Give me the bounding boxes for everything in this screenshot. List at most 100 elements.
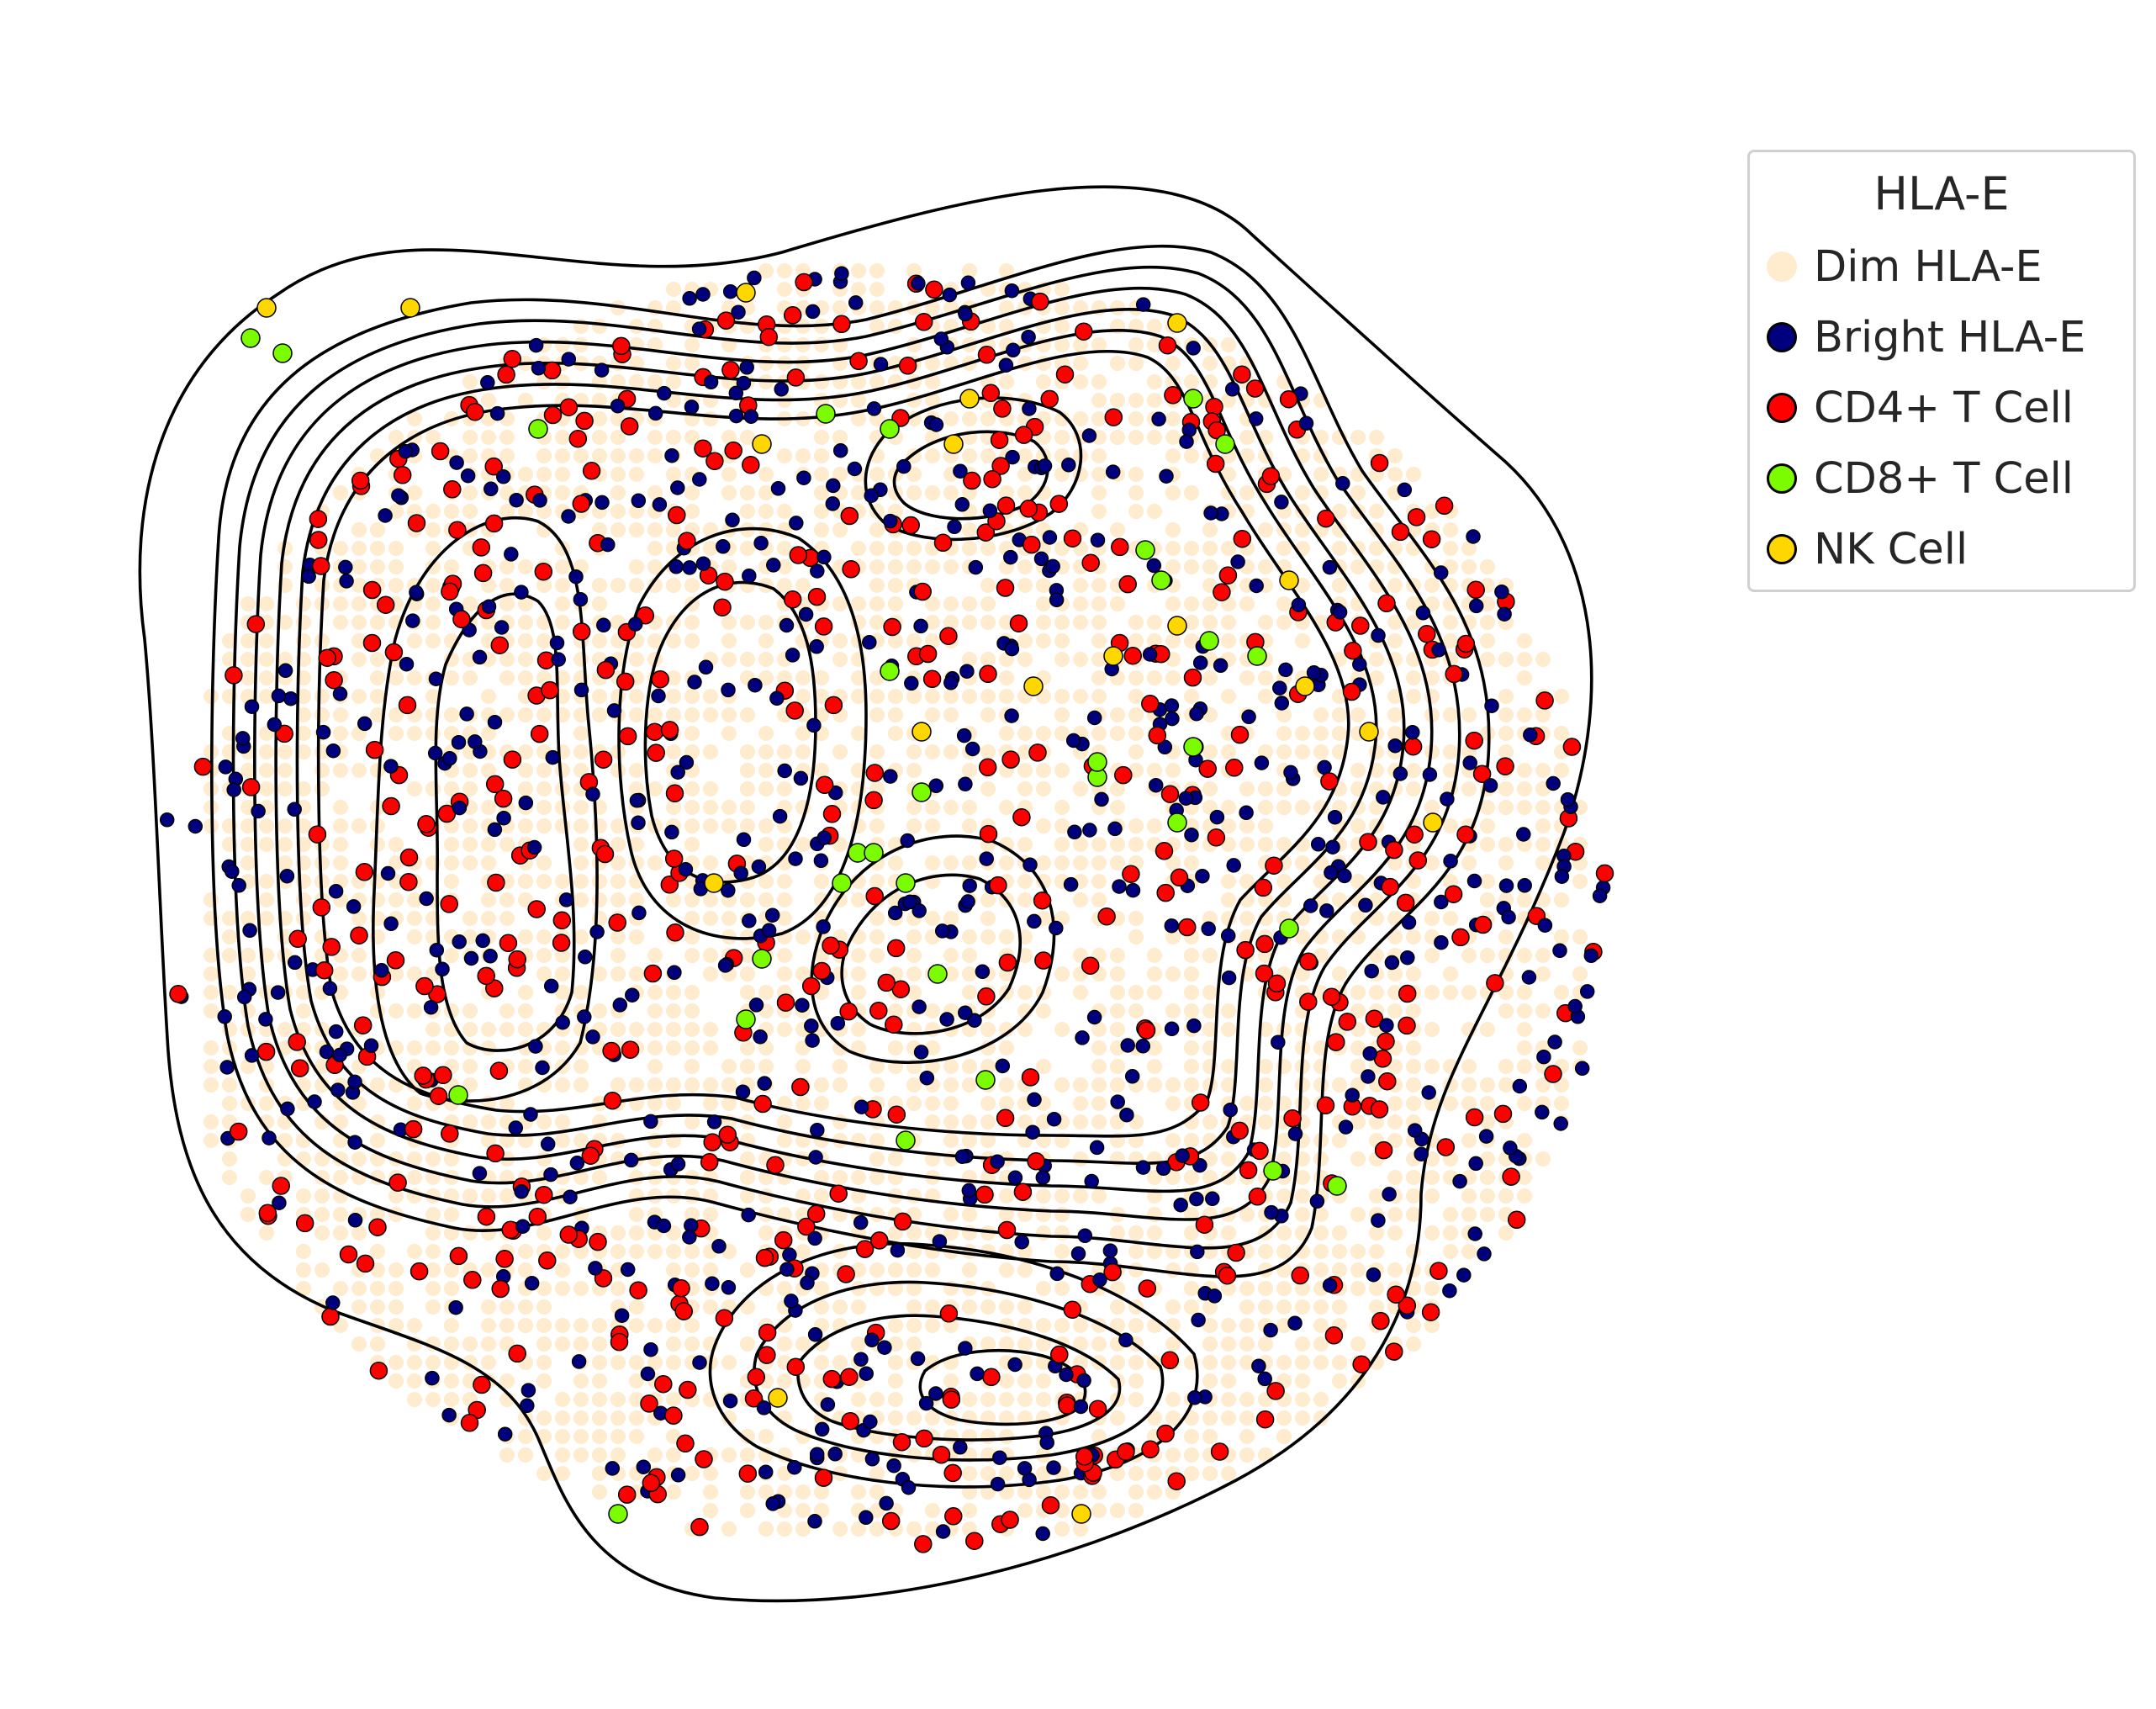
dim-hla-e-point	[721, 911, 737, 926]
dim-hla-e-point	[703, 855, 718, 870]
bright-hla-e-point	[1027, 1092, 1042, 1108]
cd4-t-cell-point	[528, 1207, 547, 1226]
dim-hla-e-point	[1517, 707, 1532, 722]
dim-hla-e-point	[962, 1207, 977, 1222]
dim-hla-e-point	[684, 1040, 700, 1056]
dim-hla-e-point	[906, 800, 922, 815]
dim-hla-e-point	[1184, 1466, 1199, 1481]
nk-cell-point	[768, 1388, 788, 1408]
dim-hla-e-point	[1517, 1170, 1532, 1185]
dim-hla-e-point	[296, 707, 311, 722]
dim-hla-e-point	[1424, 1225, 1440, 1241]
dim-hla-e-point	[999, 726, 1014, 741]
dim-hla-e-point	[1073, 1521, 1088, 1537]
dim-hla-e-point	[721, 633, 737, 648]
dim-hla-e-point	[703, 1484, 718, 1500]
bright-hla-e-point	[244, 699, 260, 714]
dim-hla-e-point	[277, 1151, 293, 1167]
bright-hla-e-point	[1179, 434, 1194, 449]
bright-hla-e-point	[330, 1082, 346, 1098]
dim-hla-e-point	[536, 948, 552, 963]
dim-hla-e-point	[536, 966, 552, 981]
cd4-t-cell-point	[617, 1485, 637, 1504]
dim-hla-e-point	[814, 1299, 829, 1315]
dim-hla-e-point	[1221, 1373, 1236, 1389]
dim-hla-e-point	[1498, 781, 1514, 796]
dim-hla-e-point	[832, 522, 848, 537]
dim-hla-e-point	[740, 985, 755, 1000]
dim-hla-e-point	[1239, 781, 1255, 796]
cd4-t-cell-point	[776, 993, 795, 1012]
cd8-t-cell-point	[1135, 540, 1155, 560]
bright-hla-e-point	[1220, 928, 1236, 944]
dim-hla-e-point	[1424, 911, 1440, 926]
dim-hla-e-point	[925, 633, 940, 648]
bright-hla-e-point	[347, 1135, 362, 1150]
dim-hla-e-point	[592, 818, 607, 833]
dim-hla-e-point	[740, 504, 755, 519]
dim-hla-e-point	[1424, 1170, 1440, 1185]
dim-hla-e-point	[1091, 726, 1107, 741]
bright-hla-e-point	[452, 800, 468, 816]
dim-hla-e-point	[703, 966, 718, 981]
dim-hla-e-point	[1406, 929, 1421, 944]
dim-hla-e-point	[1313, 1318, 1329, 1333]
dim-hla-e-point	[888, 1281, 903, 1296]
dim-hla-e-point	[1258, 1281, 1273, 1296]
bright-hla-e-point	[808, 1150, 823, 1165]
dim-hla-e-point	[647, 1040, 663, 1056]
cd4-t-cell-point	[1283, 1108, 1302, 1128]
dim-hla-e-point	[444, 707, 459, 722]
dim-hla-e-point	[351, 911, 367, 926]
bright-hla-e-point	[742, 913, 757, 929]
dim-hla-e-point	[888, 596, 903, 611]
dim-hla-e-point	[444, 1262, 459, 1278]
dim-hla-e-point	[1017, 1336, 1033, 1352]
dim-hla-e-point	[943, 966, 959, 981]
dim-hla-e-point	[518, 1022, 533, 1037]
dim-hla-e-point	[721, 726, 737, 741]
dim-hla-e-point	[1165, 929, 1181, 944]
cd4-t-cell-point	[429, 1087, 448, 1105]
dim-hla-e-point	[851, 1170, 866, 1185]
dim-hla-e-point	[499, 559, 515, 574]
dim-hla-e-point	[869, 596, 885, 611]
dim-hla-e-point	[758, 485, 774, 500]
bright-hla-e-point	[1392, 766, 1408, 781]
bright-hla-e-point	[325, 743, 341, 759]
dim-hla-e-point	[1017, 837, 1033, 852]
bright-hla-e-point	[1287, 1126, 1303, 1141]
bright-hla-e-point	[1322, 1278, 1338, 1293]
cd4-t-cell-point	[996, 1108, 1015, 1128]
dim-hla-e-point	[1221, 1336, 1236, 1352]
cd4-t-cell-point	[318, 648, 336, 667]
dim-hla-e-point	[444, 1281, 459, 1296]
dim-hla-e-point	[721, 615, 737, 630]
bright-hla-e-point	[1553, 1116, 1568, 1131]
bright-hla-e-point	[1521, 970, 1537, 985]
dim-hla-e-point	[1202, 541, 1218, 556]
dim-hla-e-point	[1147, 393, 1162, 408]
dim-hla-e-point	[629, 559, 644, 574]
cd4-t-cell-point	[1338, 1013, 1357, 1031]
dim-hla-e-point	[1313, 1207, 1329, 1222]
cd4-t-cell-point	[963, 471, 981, 490]
dim-hla-e-point	[1202, 781, 1218, 796]
dim-hla-e-point	[647, 1151, 663, 1167]
dim-hla-e-point	[388, 1299, 404, 1315]
dim-hla-e-point	[1554, 726, 1569, 741]
dim-hla-e-point	[1258, 818, 1273, 833]
bright-hla-e-point	[668, 559, 684, 574]
dim-hla-e-point	[555, 1447, 570, 1463]
bright-hla-e-point	[1433, 565, 1449, 580]
bright-hla-e-point	[670, 1468, 686, 1483]
dim-hla-e-point	[333, 818, 348, 833]
dim-hla-e-point	[592, 1466, 607, 1481]
cd8-t-cell-point	[864, 843, 884, 863]
bright-hla-e-point	[568, 569, 584, 585]
dim-hla-e-point	[388, 966, 404, 981]
dim-hla-e-point	[610, 892, 626, 907]
cd4-t-cell-point	[1160, 785, 1180, 803]
dim-hla-e-point	[962, 985, 977, 1000]
bright-hla-e-point	[1319, 903, 1334, 918]
